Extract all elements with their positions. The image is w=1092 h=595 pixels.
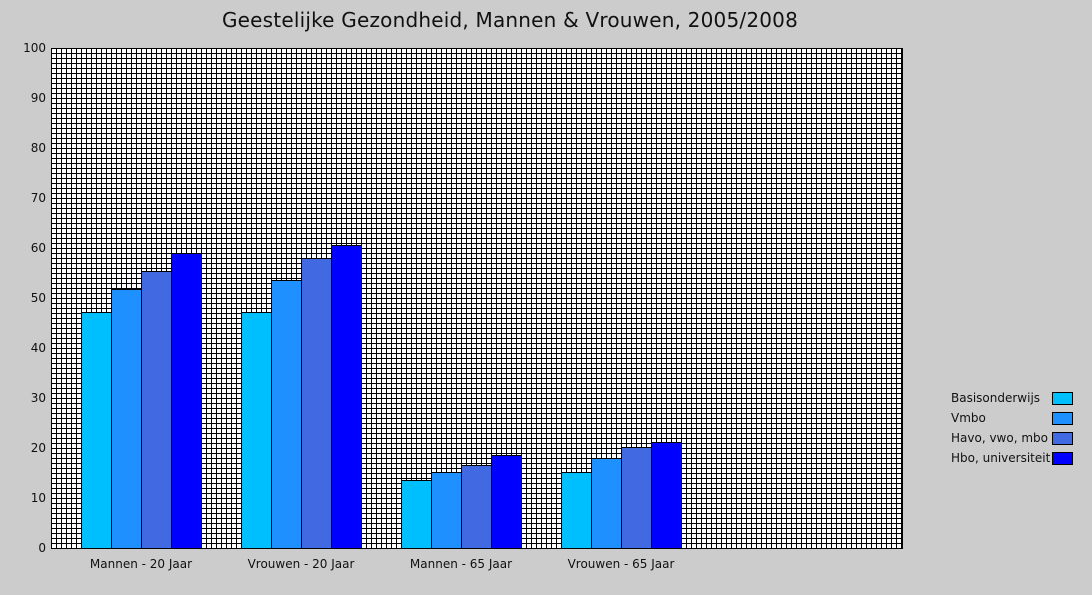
bar [331,245,362,549]
bar [491,455,522,549]
legend-label: Havo, vwo, mbo [951,431,1048,445]
x-tick-label: Mannen - 20 Jaar [90,557,192,571]
x-tick-label: Vrouwen - 20 Jaar [248,557,355,571]
bar [561,472,592,549]
legend-label: Vmbo [951,411,986,425]
legend-label: Basisonderwijs [951,391,1040,405]
bar [431,472,462,549]
y-tick-label: 60 [31,241,46,255]
x-tick-label: Vrouwen - 65 Jaar [568,557,675,571]
bar [271,280,302,549]
y-tick-label: 90 [31,91,46,105]
legend-swatch [1052,432,1073,445]
bar [301,258,332,549]
bar [111,289,142,549]
y-tick-label: 100 [23,41,46,55]
legend-swatch [1052,412,1073,425]
y-tick-label: 20 [31,441,46,455]
bar [81,312,112,549]
y-tick-label: 50 [31,291,46,305]
y-tick-label: 10 [31,491,46,505]
chart-title: Geestelijke Gezondheid, Mannen & Vrouwen… [221,8,799,32]
bar [241,312,272,549]
y-tick-label: 0 [38,541,46,555]
legend-swatch [1052,452,1073,465]
y-tick-label: 30 [31,391,46,405]
legend-swatch [1052,392,1073,405]
bar [591,458,622,549]
y-tick-label: 70 [31,191,46,205]
y-tick-label: 40 [31,341,46,355]
bar [141,271,172,549]
bar [401,480,432,549]
x-tick-label: Mannen - 65 Jaar [410,557,512,571]
legend-label: Hbo, universiteit [951,451,1051,465]
y-tick-label: 80 [31,141,46,155]
bar [621,447,652,549]
bar [171,253,202,549]
bar [461,465,492,549]
bar [651,442,682,549]
